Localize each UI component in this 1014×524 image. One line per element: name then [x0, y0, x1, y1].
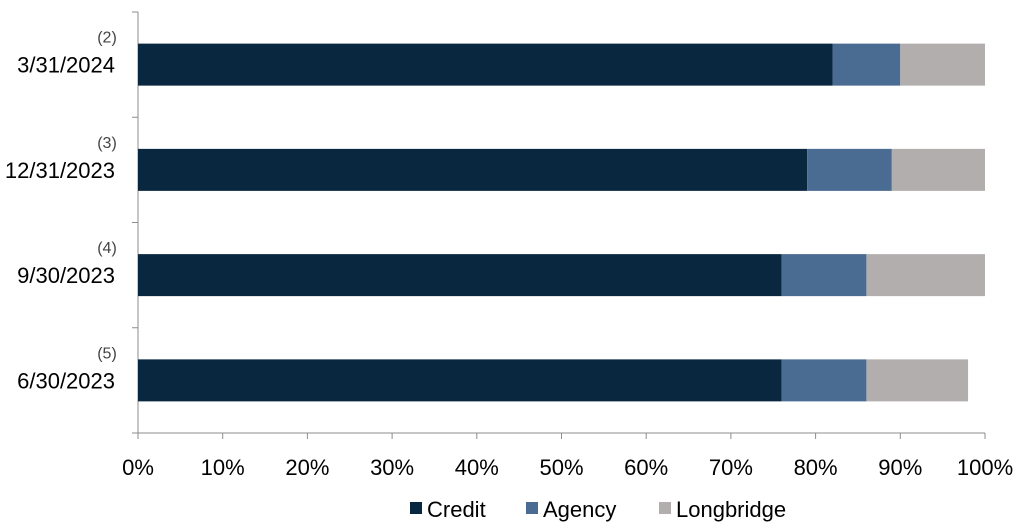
bar-agency-2	[781, 254, 867, 297]
footnote-marker: (3)	[97, 135, 117, 152]
footnote-marker: (4)	[97, 240, 117, 257]
x-tick-label: 10%	[201, 455, 245, 480]
bar-longbridge-3	[866, 359, 969, 402]
bar-credit-2	[138, 254, 782, 297]
x-tick-label: 30%	[370, 455, 414, 480]
legend-swatch-credit	[410, 502, 422, 514]
x-tick-label: 40%	[455, 455, 499, 480]
legend-label-agency: Agency	[543, 497, 616, 522]
footnote-marker: (5)	[97, 345, 117, 362]
footnote-markers: (2) (3) (4) (5)	[97, 30, 117, 363]
legend-swatch-longbridge	[659, 502, 671, 514]
category-label: 3/31/2024	[17, 53, 115, 78]
category-label: 6/30/2023	[17, 368, 115, 393]
legend-label-credit: Credit	[427, 497, 486, 522]
x-tick-label: 100%	[957, 455, 1013, 480]
bar-longbridge-1	[891, 148, 985, 191]
x-tick-label: 90%	[878, 455, 922, 480]
legend-label-longbridge: Longbridge	[676, 497, 786, 522]
category-label: 12/31/2023	[5, 158, 115, 183]
category-labels: 3/31/2024 12/31/2023 9/30/2023 6/30/2023	[5, 53, 115, 394]
bar-credit-3	[138, 359, 782, 402]
bar-agency-1	[807, 148, 892, 191]
x-tick-labels: 0% 10% 20% 30% 40% 50% 60% 70% 80% 90% 100%	[122, 455, 1013, 480]
legend: Credit Agency Longbridge	[410, 497, 786, 522]
x-tick-label: 80%	[794, 455, 838, 480]
bar-agency-3	[781, 359, 867, 402]
bar-credit-1	[138, 148, 808, 191]
x-tick-label: 0%	[122, 455, 154, 480]
bar-credit-0	[138, 43, 833, 86]
x-tick-label: 70%	[709, 455, 753, 480]
footnote-marker: (2)	[97, 30, 117, 47]
x-tick-label: 60%	[624, 455, 668, 480]
bar-agency-0	[832, 43, 901, 86]
category-label: 9/30/2023	[17, 263, 115, 288]
bar-longbridge-2	[866, 254, 985, 297]
bar-longbridge-0	[900, 43, 985, 86]
x-tick-label: 20%	[285, 455, 329, 480]
x-tick-label: 50%	[539, 455, 583, 480]
bars	[138, 43, 985, 402]
legend-swatch-agency	[526, 502, 538, 514]
